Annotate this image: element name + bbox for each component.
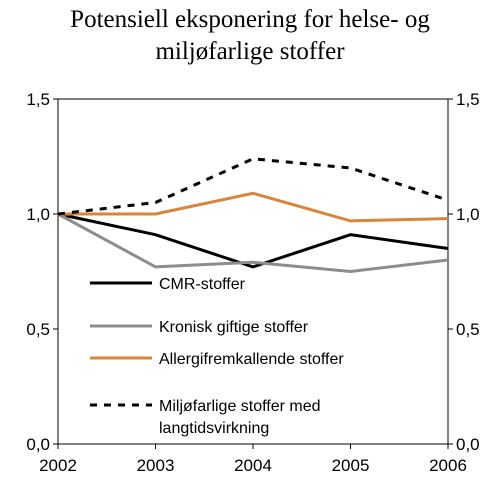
y-tick-label-right: 0,0 [456,435,480,454]
axes [53,98,453,449]
x-tick-label: 2006 [429,456,467,475]
y-tick-label-right: 1,0 [456,205,480,224]
y-tick-label-left: 1,5 [26,90,50,109]
plot-frame [57,98,449,445]
legend-label-1: CMR-stoffer [159,276,246,293]
series-line-2 [57,212,449,274]
legend-label-4-line-1: Miljøfarlige stoffer med [159,398,321,415]
legend-label-2: Kronisk giftige stoffer [159,319,309,336]
legend-label-3: Allergifremkallende stoffer [159,351,344,368]
y-tick-label-left: 1,0 [26,205,50,224]
x-tick-label: 2005 [332,456,370,475]
series-line-1 [57,212,449,269]
chart-title: Potensiell eksponering for helse- og mil… [0,4,500,68]
y-tick-label-right: 1,5 [456,90,480,109]
y-tick-label-left: 0,5 [26,320,50,339]
chart-title-line-2: miljøfarlige stoffer [155,38,345,65]
tick-labels: 0,0 0,0 0,5 0,5 1,0 1,0 1,5 1,5 2002 2003 2004 2005… [26,90,479,475]
x-tick-label: 2003 [137,456,175,475]
chart-title-line-1: Potensiell eksponering for helse- og [70,6,430,33]
legend: CMR-stoffer Kronisk giftige stoffer Allerg… [90,276,344,437]
y-tick-label-left: 0,0 [26,435,50,454]
series-lines [57,157,449,274]
x-tick-label: 2002 [39,456,77,475]
series-line-4 [57,157,449,216]
x-tick-label: 2004 [234,456,272,475]
y-tick-label-right: 0,5 [456,320,480,339]
series-line-3 [58,191,449,223]
legend-label-4-line-2: langtidsvirkning [159,420,269,437]
